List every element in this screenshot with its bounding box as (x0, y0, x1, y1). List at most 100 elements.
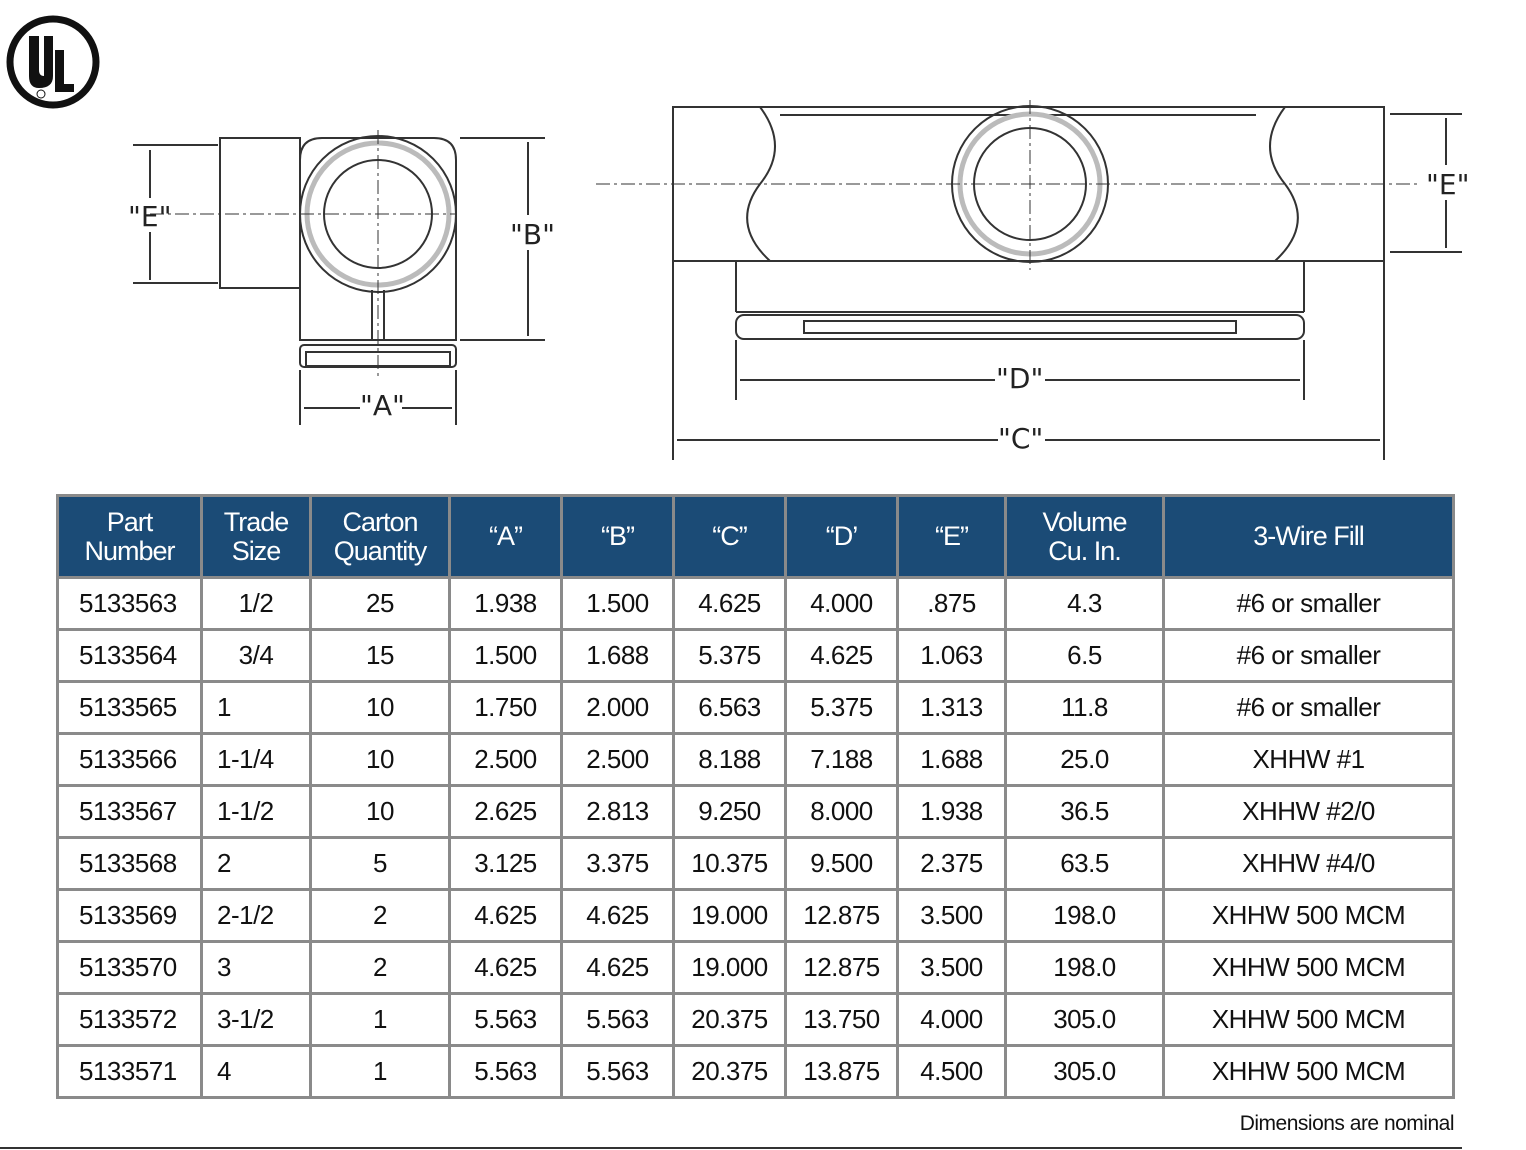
table-cell: 1.938 (896, 784, 1007, 839)
table-cell: 5133570 (56, 940, 203, 995)
table-cell: XHHW 500 MCM (1162, 940, 1455, 995)
side-label-a: "A" (360, 389, 405, 422)
table-cell: 2 (309, 940, 451, 995)
table-cell: 2.625 (448, 784, 563, 839)
column-header: Trade Size (200, 494, 312, 579)
table-cell: 4.3 (1004, 576, 1165, 631)
front-label-c: "C" (998, 422, 1043, 455)
table-cell: 4.000 (896, 992, 1007, 1047)
column-header-line: “B” (601, 521, 635, 551)
table-row: 5133563 1/2 25 1.938 1.500 4.625 4.000.875 4.3 #… (56, 576, 1455, 631)
table-cell: 9.250 (672, 784, 787, 839)
table-cell: 15 (309, 628, 451, 683)
table-cell: 1 (309, 1044, 451, 1099)
table-cell: 5.375 (672, 628, 787, 683)
table-cell: 10 (309, 732, 451, 787)
table-cell: 4.625 (672, 576, 787, 631)
table-cell: 5.375 (784, 680, 899, 735)
table-cell: 2.500 (560, 732, 675, 787)
table-cell: 1.750 (448, 680, 563, 735)
table-cell: 2-1/2 (200, 888, 312, 943)
table-cell: 3.500 (896, 940, 1007, 995)
table-cell: 1.688 (896, 732, 1007, 787)
table-cell: 25.0 (1004, 732, 1165, 787)
table-cell: 12.875 (784, 888, 899, 943)
table-cell: 10 (309, 680, 451, 735)
table-cell: 5.563 (560, 1044, 675, 1099)
column-header-line: Carton (342, 506, 418, 537)
table-cell: 7.188 (784, 732, 899, 787)
column-header-line: Trade (223, 506, 290, 537)
column-header-line: “C” (712, 521, 747, 551)
column-header: “E” (896, 494, 1007, 579)
front-label-d: "D" (996, 362, 1043, 395)
table-cell: 10 (309, 784, 451, 839)
table-cell: 4.625 (560, 888, 675, 943)
table-cell: 1.063 (896, 628, 1007, 683)
table-cell: 5.563 (448, 992, 563, 1047)
side-label-e: "E" (128, 200, 171, 233)
column-header-line: “D’ (825, 521, 859, 551)
table-cell: 1.313 (896, 680, 1007, 735)
table-cell: 2 (200, 836, 312, 891)
table-cell: 2.375 (896, 836, 1007, 891)
table-cell: 2.813 (560, 784, 675, 839)
column-header-line: Size (231, 535, 282, 566)
side-label-b: "B" (510, 218, 555, 251)
table-cell: 25 (309, 576, 451, 631)
table-cell: 3.500 (896, 888, 1007, 943)
table-row: 5133571 4 1 5.563 5.563 20.375 13.875 4.500 305.… (56, 1044, 1455, 1099)
column-header-line: 3-Wire Fill (1253, 521, 1365, 551)
table-cell: 4.000 (784, 576, 899, 631)
table-cell: 5133572 (56, 992, 203, 1047)
table-cell: 3 (200, 940, 312, 995)
table-cell: 6.563 (672, 680, 787, 735)
table-cell: 8.188 (672, 732, 787, 787)
table-cell: 9.500 (784, 836, 899, 891)
table-cell: 1 (309, 992, 451, 1047)
table-cell: 19.000 (672, 940, 787, 995)
table-cell: 12.875 (784, 940, 899, 995)
table-cell: 1.500 (560, 576, 675, 631)
table-cell: XHHW #1 (1162, 732, 1455, 787)
table-cell: 1.938 (448, 576, 563, 631)
table-row: 5133565 1 10 1.750 2.000 6.563 5.375 1.313 11.8 #… (56, 680, 1455, 735)
table-header-row: Part Number Trade Size Carton Quantity “A” “B” “… (56, 494, 1455, 579)
front-label-e: "E" (1426, 168, 1469, 201)
front-view-drawing (596, 100, 1462, 460)
table-cell: 5.563 (560, 992, 675, 1047)
column-header: Part Number (56, 494, 203, 579)
column-header-line: Volume (1042, 506, 1127, 537)
table-cell: 36.5 (1004, 784, 1165, 839)
column-header-line: “E” (935, 521, 969, 551)
column-header: Carton Quantity (309, 494, 451, 579)
table-cell: 10.375 (672, 836, 787, 891)
table-cell: #6 or smaller (1162, 680, 1455, 735)
table-cell: 6.5 (1004, 628, 1165, 683)
table-cell: 3/4 (200, 628, 312, 683)
table-cell: 1.688 (560, 628, 675, 683)
table-cell: 5.563 (448, 1044, 563, 1099)
table-cell: 13.750 (784, 992, 899, 1047)
side-view-drawing (133, 130, 545, 425)
table-cell: 4 (200, 1044, 312, 1099)
table-row: 5133564 3/4 15 1.500 1.688 5.375 4.625 1.063 6.5… (56, 628, 1455, 683)
table-cell: 4.625 (784, 628, 899, 683)
table-cell: XHHW 500 MCM (1162, 1044, 1455, 1099)
column-header: 3-Wire Fill (1162, 494, 1455, 579)
table-cell: 4.625 (560, 940, 675, 995)
table-cell: 63.5 (1004, 836, 1165, 891)
column-header: Volume Cu. In. (1004, 494, 1165, 579)
table-cell: XHHW 500 MCM (1162, 992, 1455, 1047)
table-cell: 4.625 (448, 888, 563, 943)
table-cell: 1-1/4 (200, 732, 312, 787)
ul-logo (6, 15, 100, 109)
table-cell: 20.375 (672, 992, 787, 1047)
table-cell: 1.500 (448, 628, 563, 683)
table-cell: 5133566 (56, 732, 203, 787)
column-header: “D’ (784, 494, 899, 579)
table-cell: 1 (200, 680, 312, 735)
table-cell: 3.125 (448, 836, 563, 891)
table-row: 5133569 2-1/2 2 4.625 4.625 19.000 12.875 3.500… (56, 888, 1455, 943)
table-cell: 5133563 (56, 576, 203, 631)
